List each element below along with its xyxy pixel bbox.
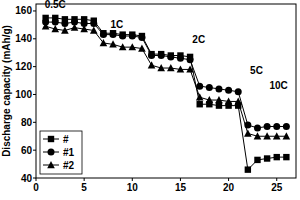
x-tick <box>276 178 277 181</box>
y-tick-label: 80 <box>21 117 33 128</box>
point <box>167 64 175 71</box>
plot-frame <box>36 4 296 178</box>
y-tick-label: 140 <box>15 33 32 44</box>
y-tick <box>33 150 36 151</box>
annotation: 0.5C <box>45 0 66 10</box>
y-tick <box>33 38 36 39</box>
x-tick-label: 10 <box>127 182 139 193</box>
point <box>177 55 184 62</box>
point <box>61 26 69 33</box>
legend-marker <box>48 136 54 142</box>
point <box>61 20 68 27</box>
y-tick-label: 100 <box>15 89 32 100</box>
point <box>225 97 233 104</box>
x-tick <box>180 178 181 181</box>
point <box>273 132 281 139</box>
point <box>254 157 260 163</box>
point <box>138 34 145 41</box>
point <box>283 132 291 139</box>
point <box>80 25 88 32</box>
point <box>110 31 117 38</box>
series-line <box>46 22 287 128</box>
y-tick <box>33 122 36 123</box>
y-axis-label: Discharge capacity (mAh/g) <box>1 25 12 157</box>
point <box>128 43 136 50</box>
point <box>148 52 155 59</box>
point <box>273 123 280 130</box>
point <box>216 102 222 108</box>
point <box>90 26 98 33</box>
y-tick-label: 60 <box>21 145 33 156</box>
point <box>119 43 127 50</box>
point <box>42 22 50 29</box>
legend-label: # <box>63 134 69 145</box>
point <box>186 65 194 72</box>
x-tick <box>228 178 229 181</box>
point <box>197 101 203 107</box>
point <box>245 166 251 172</box>
legend-marker <box>47 161 55 168</box>
point <box>187 56 194 63</box>
legend-label: #1 <box>63 147 75 158</box>
legend-box <box>40 131 82 174</box>
legend-label: #2 <box>63 160 75 171</box>
point <box>100 31 107 38</box>
point <box>235 88 242 95</box>
point <box>263 132 271 139</box>
annotation: 2C <box>192 34 205 45</box>
point <box>138 45 146 52</box>
point <box>196 93 204 100</box>
x-tick <box>84 178 85 181</box>
chart: 40 60 80 100 120 140 160 0 5 10 15 20 25 Discharge ca… <box>0 0 300 200</box>
point <box>177 65 185 72</box>
point <box>119 33 126 40</box>
x-tick-label: 15 <box>175 182 187 193</box>
point <box>51 25 59 32</box>
point <box>157 64 165 71</box>
x-tick-label: 0 <box>33 182 39 193</box>
point <box>283 154 289 160</box>
point <box>264 123 271 130</box>
point <box>283 123 290 130</box>
point <box>90 20 97 27</box>
legend: # #1 #2 <box>40 131 82 174</box>
point <box>129 33 136 40</box>
point <box>215 85 222 92</box>
x-tick-label: 20 <box>223 182 235 193</box>
point <box>206 96 214 103</box>
x-tick <box>36 178 37 181</box>
point <box>196 83 203 90</box>
point <box>158 52 165 59</box>
annotation: 10C <box>269 80 287 91</box>
y-tick-label: 120 <box>15 61 32 72</box>
x-tick <box>132 178 133 181</box>
point <box>167 53 174 60</box>
point <box>206 84 213 91</box>
point <box>100 39 108 46</box>
x-tick-label: 5 <box>81 182 87 193</box>
point <box>254 132 262 139</box>
point <box>109 40 117 47</box>
y-tick <box>33 94 36 95</box>
point <box>215 96 223 103</box>
point <box>274 154 280 160</box>
series-line <box>46 26 287 136</box>
y-tick <box>33 66 36 67</box>
y-tick-label: 40 <box>21 173 33 184</box>
point <box>148 61 156 68</box>
point <box>234 97 242 104</box>
point <box>244 129 252 136</box>
point <box>52 19 59 26</box>
y-tick <box>33 10 36 11</box>
point <box>264 155 270 161</box>
point <box>254 124 261 131</box>
annotation: 5C <box>250 65 263 76</box>
annotation: 1C <box>110 19 123 30</box>
x-tick-label: 25 <box>271 182 283 193</box>
point <box>225 87 232 94</box>
y-tick-label: 160 <box>15 5 32 16</box>
point <box>71 24 79 31</box>
legend-marker <box>48 149 55 156</box>
